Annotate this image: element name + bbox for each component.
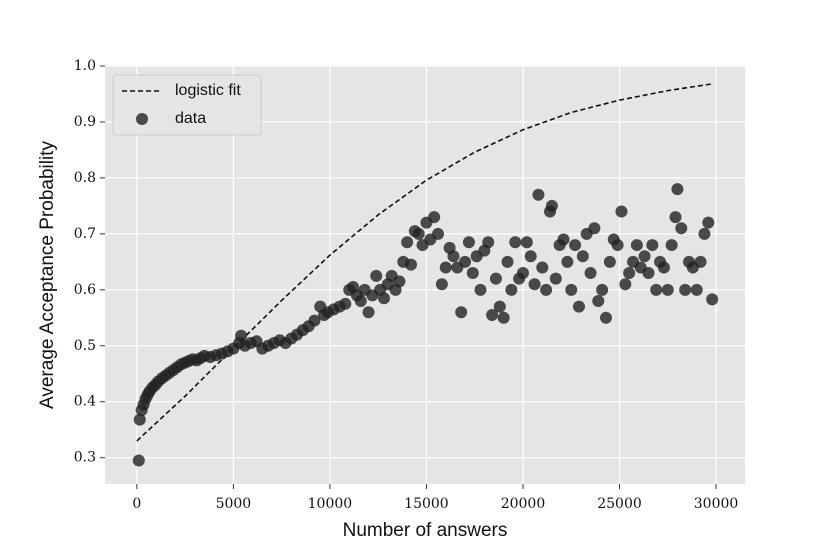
data-point bbox=[603, 255, 616, 268]
x-tick-label: 20000 bbox=[501, 496, 546, 512]
data-point bbox=[235, 329, 248, 342]
y-axis-label: Average Acceptance Probability bbox=[37, 141, 58, 409]
data-point bbox=[497, 311, 510, 324]
data-point bbox=[650, 283, 663, 296]
x-tick-label: 15000 bbox=[404, 496, 449, 512]
data-point bbox=[455, 306, 468, 319]
y-tick-label: 0.7 bbox=[74, 226, 96, 242]
data-point bbox=[493, 300, 506, 313]
data-point bbox=[561, 255, 574, 268]
legend-label: logistic fit bbox=[175, 82, 241, 99]
data-point bbox=[370, 269, 383, 282]
data-point bbox=[671, 183, 684, 196]
data-point bbox=[549, 272, 562, 285]
x-tick-label: 25000 bbox=[597, 496, 642, 512]
data-point bbox=[706, 293, 719, 306]
data-point bbox=[505, 283, 518, 296]
data-point bbox=[646, 239, 659, 252]
data-point bbox=[354, 295, 367, 308]
data-point bbox=[377, 292, 390, 305]
data-point bbox=[405, 258, 418, 271]
y-tick-label: 0.3 bbox=[74, 450, 96, 466]
y-tick-label: 1.0 bbox=[74, 58, 96, 74]
data-point bbox=[308, 314, 321, 327]
data-point bbox=[545, 199, 558, 212]
data-point bbox=[569, 239, 582, 252]
data-point bbox=[432, 227, 445, 240]
legend: logistic fit data bbox=[112, 74, 262, 136]
data-point bbox=[611, 239, 624, 252]
data-point bbox=[669, 211, 682, 224]
data-point bbox=[412, 227, 425, 240]
data-point bbox=[133, 413, 146, 426]
data-point bbox=[339, 297, 352, 310]
data-point bbox=[462, 236, 475, 249]
data-point bbox=[524, 250, 537, 263]
legend-swatch bbox=[136, 113, 148, 125]
data-point bbox=[675, 222, 688, 235]
data-point bbox=[532, 188, 545, 201]
data-point bbox=[572, 300, 585, 313]
y-tick-label: 0.9 bbox=[74, 114, 96, 130]
x-tick-label: 0 bbox=[132, 496, 141, 512]
data-point bbox=[474, 283, 487, 296]
data-point bbox=[428, 211, 441, 224]
data-point bbox=[661, 283, 674, 296]
data-point bbox=[584, 267, 597, 280]
data-point bbox=[657, 261, 670, 274]
data-point bbox=[447, 250, 460, 263]
data-point bbox=[520, 236, 533, 249]
data-point bbox=[638, 250, 651, 263]
data-point bbox=[540, 283, 553, 296]
data-point bbox=[466, 267, 479, 280]
data-point bbox=[516, 267, 529, 280]
y-tick-label: 0.6 bbox=[74, 282, 96, 298]
y-tick-label: 0.5 bbox=[74, 338, 96, 354]
data-point bbox=[690, 283, 703, 296]
data-point bbox=[486, 309, 499, 322]
legend-label: data bbox=[175, 110, 206, 127]
data-point bbox=[482, 236, 495, 249]
x-tick-label: 10000 bbox=[308, 496, 353, 512]
data-point bbox=[630, 239, 643, 252]
data-point bbox=[623, 267, 636, 280]
data-point bbox=[528, 278, 541, 291]
data-point bbox=[459, 255, 472, 268]
data-point bbox=[694, 255, 707, 268]
data-point bbox=[596, 283, 609, 296]
data-point bbox=[565, 283, 578, 296]
data-point bbox=[489, 272, 502, 285]
data-point bbox=[599, 311, 612, 324]
data-point bbox=[132, 454, 145, 467]
y-tick-label: 0.8 bbox=[74, 170, 96, 186]
data-point bbox=[509, 236, 522, 249]
data-point bbox=[576, 250, 589, 263]
data-point bbox=[501, 255, 514, 268]
data-point bbox=[679, 283, 692, 296]
data-point bbox=[588, 222, 601, 235]
data-point bbox=[393, 275, 406, 288]
data-point bbox=[439, 261, 452, 274]
fit-line bbox=[136, 83, 713, 442]
data-point bbox=[592, 295, 605, 308]
data-point bbox=[615, 205, 628, 218]
data-point bbox=[698, 227, 711, 240]
plot-area bbox=[105, 66, 745, 484]
y-tick-label: 0.4 bbox=[74, 394, 96, 410]
data-point bbox=[557, 233, 570, 246]
x-tick-label: 30000 bbox=[694, 496, 739, 512]
data-point bbox=[642, 267, 655, 280]
data-point bbox=[362, 306, 375, 319]
x-axis-label: Number of answers bbox=[343, 520, 508, 541]
legend-box bbox=[112, 74, 262, 136]
data-point bbox=[665, 239, 678, 252]
x-tick-label: 5000 bbox=[216, 496, 252, 512]
data-point bbox=[401, 236, 414, 249]
data-point bbox=[619, 278, 632, 291]
data-point bbox=[702, 216, 715, 229]
data-point bbox=[435, 278, 448, 291]
data-point bbox=[536, 261, 549, 274]
